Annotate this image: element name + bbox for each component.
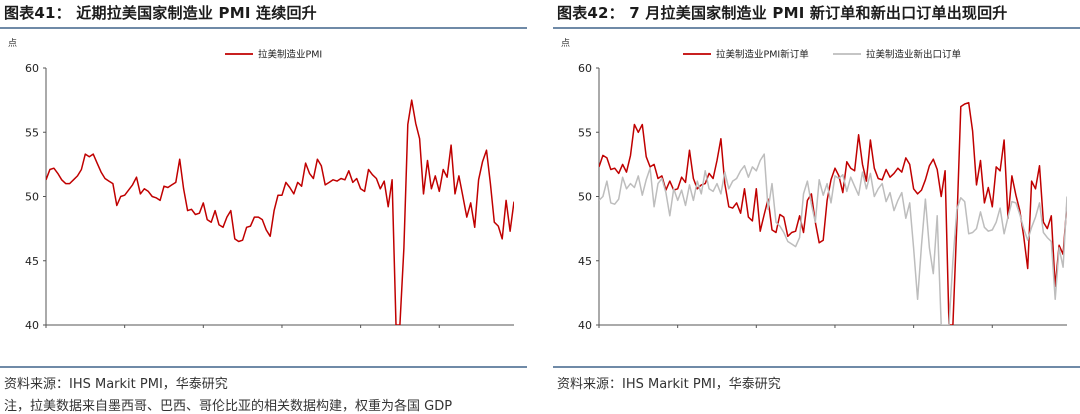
line-chart-new-orders: 点4045505560121416182022拉美制造业PMI新订单拉美制造业新… bbox=[561, 38, 1067, 330]
y-unit-label: 点 bbox=[8, 38, 17, 49]
y-tick-label: 55 bbox=[578, 126, 592, 139]
source-text: 资料来源：IHS Markit PMI，华泰研究 bbox=[557, 377, 781, 392]
series-line bbox=[599, 153, 1067, 325]
y-tick-label: 60 bbox=[25, 62, 39, 75]
y-tick-label: 40 bbox=[578, 319, 592, 330]
chart-title: 图表42： 7 月拉美国家制造业 PMI 新订单和新出口订单出现回升 bbox=[557, 4, 1008, 22]
y-tick-label: 45 bbox=[578, 255, 592, 268]
note-text: 注，拉美数据来自墨西哥、巴西、哥伦比亚的相关数据构建，权重为各国 GDP bbox=[4, 399, 453, 414]
top-rule bbox=[553, 27, 1080, 29]
bottom-rule bbox=[553, 366, 1080, 368]
legend-label: 拉美制造业新出口订单 bbox=[866, 49, 962, 61]
y-unit-label: 点 bbox=[561, 38, 570, 49]
chart-title: 图表41： 近期拉美国家制造业 PMI 连续回升 bbox=[4, 4, 317, 22]
y-tick-label: 50 bbox=[25, 191, 39, 204]
y-tick-label: 45 bbox=[25, 255, 39, 268]
chart-panel-42: 图表42： 7 月拉美国家制造业 PMI 新订单和新出口订单出现回升 点 40 45… bbox=[553, 0, 1080, 414]
y-tick-label: 40 bbox=[25, 319, 39, 330]
bottom-rule bbox=[0, 366, 527, 368]
series-line bbox=[599, 101, 1067, 325]
y-tick-label: 60 bbox=[578, 62, 592, 75]
series-line bbox=[46, 99, 514, 325]
y-tick-label: 50 bbox=[578, 191, 592, 204]
source-text: 资料来源：IHS Markit PMI，华泰研究 bbox=[4, 377, 228, 392]
y-tick-label: 55 bbox=[25, 126, 39, 139]
legend-label: 拉美制造业PMI新订单 bbox=[716, 49, 809, 61]
line-chart-pmi: 点4045505560121416182022拉美制造业PMI bbox=[8, 38, 514, 330]
legend-label: 拉美制造业PMI bbox=[258, 49, 322, 61]
chart-panel-41: 图表41： 近期拉美国家制造业 PMI 连续回升 点40455055601214… bbox=[0, 0, 527, 414]
top-rule bbox=[0, 27, 527, 29]
